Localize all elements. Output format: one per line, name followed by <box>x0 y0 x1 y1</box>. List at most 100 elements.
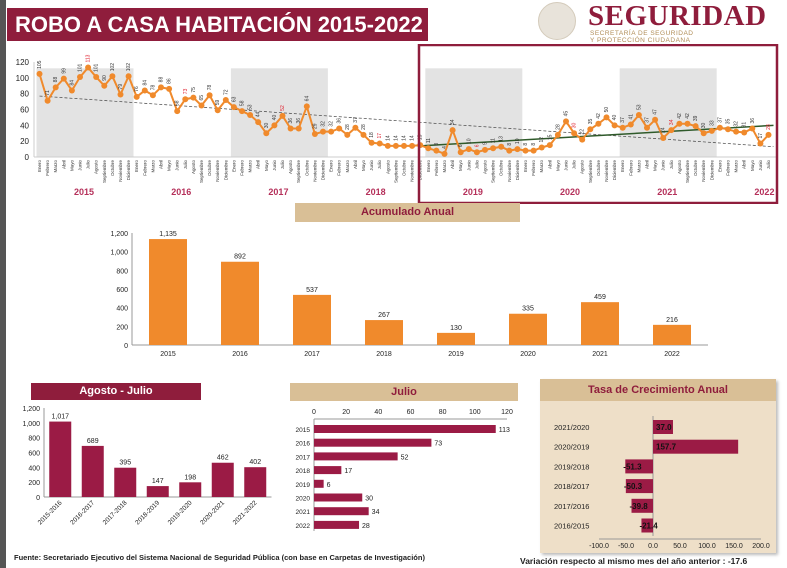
bar <box>244 467 267 497</box>
data-label: 47 <box>653 109 659 115</box>
category-label: 2020-2021 <box>199 499 226 526</box>
data-point <box>303 103 310 110</box>
bar-value-label: -50.3 <box>624 482 643 491</box>
data-label: 101 <box>78 63 84 72</box>
month-label: Diciembre <box>321 160 326 181</box>
acumulado-banner: Acumulado Anual <box>295 203 520 222</box>
data-point <box>765 131 772 138</box>
month-label: Abril <box>353 160 358 169</box>
data-point <box>725 126 731 133</box>
data-point <box>149 92 156 99</box>
data-point <box>433 147 440 154</box>
bar-value-label: -39.8 <box>630 502 649 511</box>
month-label: Agosto <box>385 160 390 175</box>
x-tick-label: -100.0 <box>589 543 609 550</box>
data-label: 52 <box>280 105 286 111</box>
bar-value-label: 216 <box>666 317 678 324</box>
data-point <box>441 150 448 157</box>
data-label: 78 <box>207 84 213 90</box>
data-point <box>692 123 699 130</box>
month-label: Marzo <box>539 160 544 173</box>
month-label: Marzo <box>442 160 447 173</box>
data-point <box>328 128 335 135</box>
data-label: 113 <box>86 54 92 62</box>
month-label: Marzo <box>150 160 155 173</box>
category-label: 2016-2017 <box>69 499 96 526</box>
data-point <box>401 142 407 149</box>
category-label: 2015 <box>160 351 176 358</box>
data-label: 12 <box>539 137 545 143</box>
year-label: 2020 <box>560 187 580 197</box>
category-label: 2019 <box>448 351 464 358</box>
national-seal-logo <box>538 2 576 40</box>
bar <box>625 479 653 494</box>
month-label: Junio <box>369 160 374 171</box>
data-label: 78 <box>150 84 156 90</box>
month-label: Octubre <box>693 160 698 177</box>
data-point <box>101 82 108 89</box>
data-label: 99 <box>61 68 67 74</box>
data-label: 58 <box>240 100 246 106</box>
data-point <box>676 120 683 127</box>
data-label: 84 <box>69 80 75 86</box>
month-label: Agosto <box>191 160 196 175</box>
bar-value-label: 335 <box>522 306 534 313</box>
bar-value-label: 73 <box>434 441 442 448</box>
month-label: Enero <box>523 160 528 173</box>
data-point <box>514 146 521 153</box>
y-tick-label: 0 <box>124 343 128 350</box>
data-point <box>141 87 148 94</box>
data-point <box>239 108 245 115</box>
data-point <box>506 147 513 154</box>
data-point <box>247 112 254 119</box>
year-label: 2016 <box>171 187 191 197</box>
y-tick-label: 1,200 <box>110 231 128 238</box>
y-tick-label: 400 <box>116 306 128 313</box>
data-label: 37 <box>645 117 651 123</box>
data-point <box>198 102 205 109</box>
category-label: 2021 <box>296 509 311 516</box>
data-point <box>449 127 456 134</box>
month-label: Febrero <box>337 160 342 176</box>
bar <box>314 507 369 516</box>
month-label: Marzo <box>53 160 58 173</box>
category-label: 2021-2022 <box>232 499 259 526</box>
bar <box>146 486 169 497</box>
data-label: 29 <box>312 123 318 129</box>
bar <box>314 452 398 461</box>
month-label: Febrero <box>240 160 245 176</box>
category-label: 2019/2018 <box>554 462 589 471</box>
category-label: 2018-2019 <box>134 499 161 526</box>
data-label: 71 <box>45 90 51 96</box>
month-label: Marzo <box>636 160 641 173</box>
data-label: 72 <box>223 89 229 95</box>
data-point <box>473 149 480 156</box>
month-label: Abril <box>645 160 650 169</box>
month-label: Julio <box>377 160 382 170</box>
data-label: 102 <box>126 63 132 72</box>
x-tick-label: -50.0 <box>618 543 634 550</box>
data-point <box>295 125 302 132</box>
bar-value-label: 28 <box>362 523 370 530</box>
month-label: Noviembre <box>701 160 706 182</box>
bar <box>509 313 547 345</box>
data-point <box>733 128 740 135</box>
y-tick-label: 600 <box>116 287 128 294</box>
month-label: Julio <box>280 160 285 170</box>
data-point <box>538 144 545 151</box>
month-label: Octubre <box>304 160 309 177</box>
month-label: Septiembre <box>685 160 690 184</box>
data-point <box>230 104 237 111</box>
month-label: Julio <box>669 160 674 170</box>
data-point <box>409 142 416 149</box>
data-label: 75 <box>191 87 197 93</box>
monthly-line-chart: 2015 2016 2017 2018 2019 2020 2021 2022 0 20 40 60 8… <box>16 44 779 204</box>
month-label: Enero <box>231 160 236 173</box>
data-label: 10 <box>515 138 521 144</box>
bar <box>149 239 187 345</box>
y-tick-label: 1,200 <box>22 406 40 413</box>
data-label: 39 <box>693 115 699 121</box>
data-label: 101 <box>94 63 100 72</box>
data-label: 88 <box>159 77 165 83</box>
y-tick-label: 0 <box>25 153 30 162</box>
